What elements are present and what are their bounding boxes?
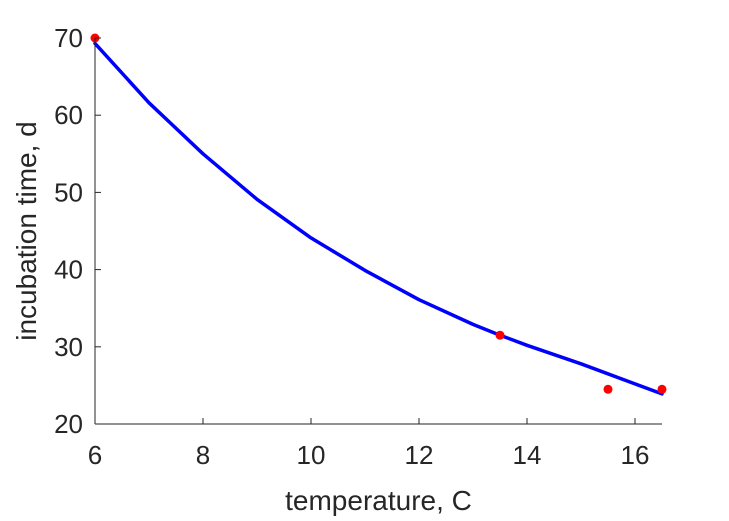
x-axis-ticks: 6 8 10 12 14 16 [88, 418, 650, 470]
y-tick-label: 30 [54, 332, 83, 362]
y-axis-title: incubation time, d [11, 121, 42, 340]
x-tick-label: 16 [621, 440, 650, 470]
data-point [603, 384, 613, 394]
fit-curve-line [93, 41, 664, 396]
x-axis-title: temperature, C [285, 485, 472, 516]
x-tick-label: 14 [513, 440, 542, 470]
axes [94, 38, 662, 425]
plot-area [90, 33, 667, 396]
y-tick-label: 50 [54, 177, 83, 207]
x-tick-label: 6 [88, 440, 102, 470]
y-axis-ticks: 20 30 40 50 60 70 [54, 23, 101, 439]
y-tick-label: 40 [54, 255, 83, 285]
data-point [495, 330, 505, 340]
y-tick-label: 20 [54, 409, 83, 439]
y-tick-label: 60 [54, 100, 83, 130]
data-point [657, 384, 667, 394]
x-tick-label: 10 [297, 440, 326, 470]
y-tick-label: 70 [54, 23, 83, 53]
x-tick-label: 12 [405, 440, 434, 470]
x-tick-label: 8 [196, 440, 210, 470]
